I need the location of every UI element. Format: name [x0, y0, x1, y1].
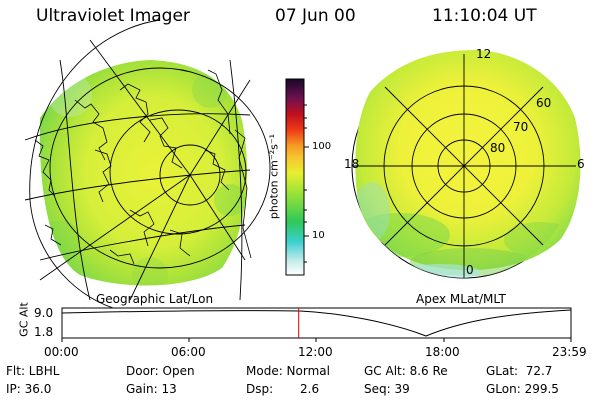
ip-status: IP: 36.0	[6, 382, 52, 396]
colorbar-scale	[285, 78, 305, 276]
colorbar-ticks	[304, 104, 309, 263]
polar-caption: Apex MLat/MLT	[416, 292, 506, 306]
gc-alt-status: GC Alt: 8.6 Re	[364, 364, 448, 378]
gain-status: Gain: 13	[126, 382, 177, 396]
timeline-tick-2: 12:00	[298, 345, 333, 359]
geographic-map	[24, 19, 271, 311]
filter-status: Flt: LBHL	[6, 364, 60, 378]
timeline-tick-4: 23:59	[552, 345, 587, 359]
instrument-title: Ultraviolet Imager	[36, 6, 190, 26]
mlt-label-0: 0	[466, 263, 474, 277]
timeline-tick-3: 18:00	[425, 345, 460, 359]
colorbar-unit-label: photon cm⁻²s⁻¹	[267, 133, 281, 220]
polar-grid	[352, 54, 576, 278]
dsp-value: 2.6	[300, 382, 320, 396]
glon-status: GLon: 299.5	[486, 382, 559, 396]
mlt-label-12: 12	[476, 47, 492, 61]
mode-status: Mode: Normal	[246, 364, 330, 378]
colorbar-tick-10: 10	[312, 230, 325, 241]
door-status: Door: Open	[126, 364, 195, 378]
geographic-caption: Geographic Lat/Lon	[96, 292, 214, 306]
image-date: 07 Jun 00	[275, 6, 356, 26]
altitude-timeline	[61, 307, 572, 342]
mlat-label-70: 70	[513, 120, 529, 134]
timeline-ticks	[61, 338, 572, 342]
mlt-label-18: 18	[344, 157, 360, 171]
timeline-tick-0: 00:00	[44, 345, 79, 359]
colorbar	[285, 78, 309, 276]
seq-status: Seq: 39	[364, 382, 410, 396]
timeline-tick-1: 06:00	[171, 345, 206, 359]
dsp-label: Dsp:	[246, 382, 274, 396]
glat-status: GLat: 72.7	[486, 364, 553, 378]
mlat-label-60: 60	[536, 96, 552, 110]
image-time: 11:10:04 UT	[432, 6, 537, 26]
mlt-label-6: 6	[577, 157, 585, 171]
timeline-axis-label: GC Alt	[17, 302, 31, 337]
coastlines	[34, 69, 252, 265]
colorbar-tick-100: 100	[312, 141, 332, 152]
left-auroral-image	[39, 60, 248, 286]
timeline-y-top: 9.0	[34, 306, 54, 320]
timeline-y-bottom: 1.8	[34, 325, 54, 339]
polar-map	[351, 50, 581, 279]
mlat-label-80: 80	[490, 141, 506, 155]
lat-lon-grid	[24, 19, 271, 311]
timeline-frame	[61, 307, 572, 339]
altitude-curve	[61, 309, 572, 337]
